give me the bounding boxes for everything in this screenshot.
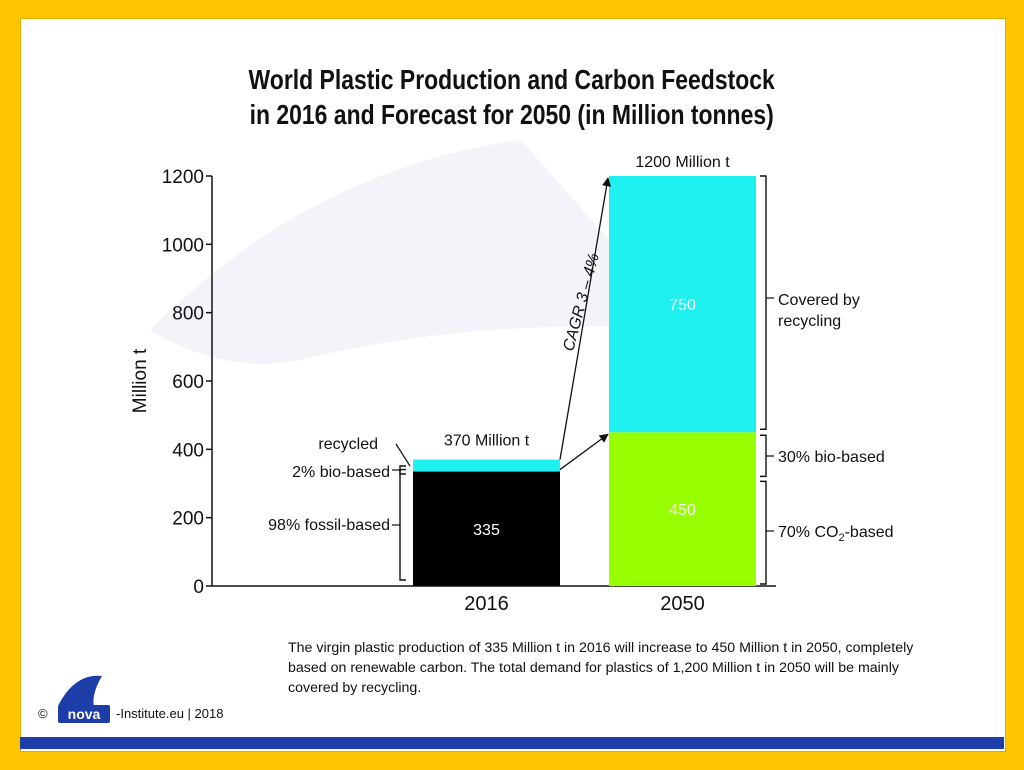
value-label-2016-fossil: 335 [473,522,500,539]
bracket-bio30 [760,434,767,478]
x-tick-label-2050: 2050 [660,593,705,615]
co2-subscript: 2 [838,532,844,544]
y-tick-label: 0 [193,577,204,598]
annotation-covered-by: Covered by [778,292,860,309]
co2-prefix: 70% CO [778,524,838,541]
y-tick-label: 600 [172,372,204,393]
y-axis-label: Million t [130,348,151,413]
bracket-fossil [399,468,406,581]
nova-watermark [150,140,700,364]
y-tick-label: 1000 [162,235,204,256]
chart-title-line1: World Plastic Production and Carbon Feed… [249,65,776,96]
institute-credit: -Institute.eu | 2018 [116,706,224,721]
bottom-color-band [20,737,1004,749]
y-tick-label: 1200 [162,167,204,188]
nova-logo-text: nova [58,705,110,723]
brackets [392,175,774,585]
leader-recycled [395,443,411,467]
annotation-30pct-bio: 30% bio-based [778,449,885,466]
bracket-co2 [760,480,767,585]
bar-2016-segment-0 [413,471,560,586]
annotation-recycled: recycled [318,436,378,453]
y-tick-label: 200 [172,509,204,530]
caption-text: The virgin plastic production of 335 Mil… [288,640,914,696]
growth-arrows [559,177,612,471]
y-tick-label: 400 [172,440,204,461]
chart-title-line2: in 2016 and Forecast for 2050 (in Millio… [250,100,774,131]
co2-suffix: -based [845,524,894,541]
bars-group [413,176,756,586]
value-label-2050-renewable: 450 [669,502,696,519]
nova-logo-icon [58,675,102,706]
annotation-70pct-co2: 70% CO2-based [778,524,894,544]
annotation-2pct-bio: 2% bio-based [292,464,390,481]
total-label-2016: 370 Million t [444,433,530,450]
value-label-2050-recycling: 750 [669,297,696,314]
bracket-recycling [760,175,767,430]
bar-2016-segment-2 [413,459,560,472]
growth-arrow-total [559,177,612,460]
bar-2050-segment-0 [609,432,756,586]
bar-2050-segment-1 [609,176,756,433]
y-tick-label: 800 [172,304,204,325]
annotation-recycling: recycling [778,313,841,330]
y-ticks: 0 200 400 600 800 1000 1200 [162,167,212,598]
x-tick-label-2016: 2016 [464,593,509,615]
right-annotations: Covered by recycling 30% bio-based 70% C… [778,292,894,544]
annotation-98pct-fossil: 98% fossil-based [268,517,390,534]
copyright-symbol: © [38,706,48,721]
total-label-2050: 1200 Million t [635,154,730,171]
growth-arrow-virgin [559,433,609,471]
page-frame [20,18,1006,752]
left-annotations: recycled 2% bio-based 98% fossil-based [268,436,390,534]
